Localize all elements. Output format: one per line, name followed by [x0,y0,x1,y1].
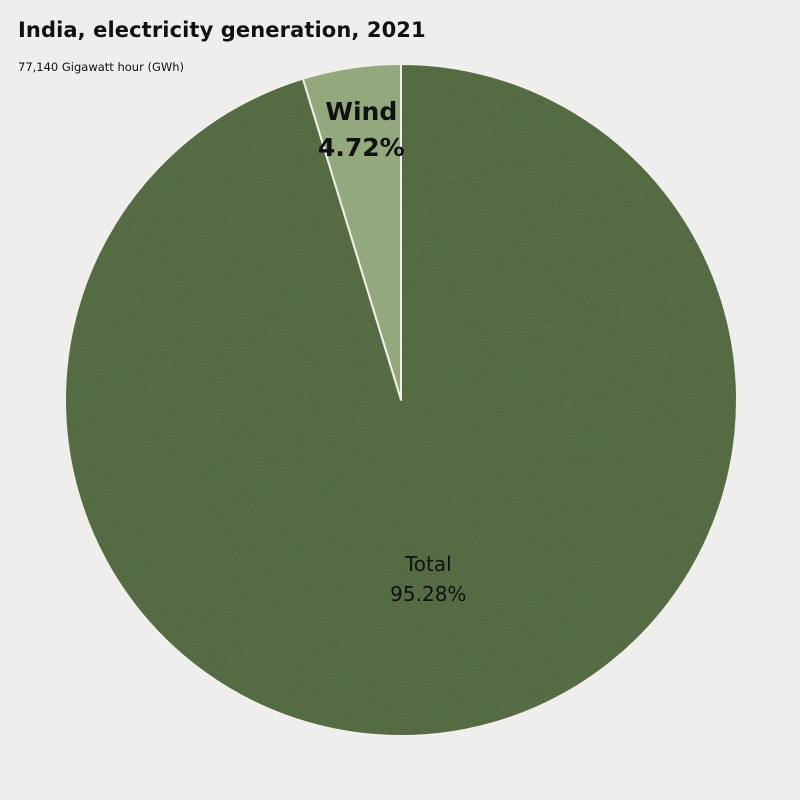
slice-percent-wind: 4.72% [318,133,405,162]
pie-slice-total [64,63,738,737]
slice-label-wind: Wind [325,97,397,126]
slice-label-total: Total [404,552,452,576]
slice-percent-total: 95.28% [390,582,466,606]
chart-subtitle: 77,140 Gigawatt hour (GWh) [18,60,185,74]
chart-title: India, electricity generation, 2021 [18,18,426,42]
